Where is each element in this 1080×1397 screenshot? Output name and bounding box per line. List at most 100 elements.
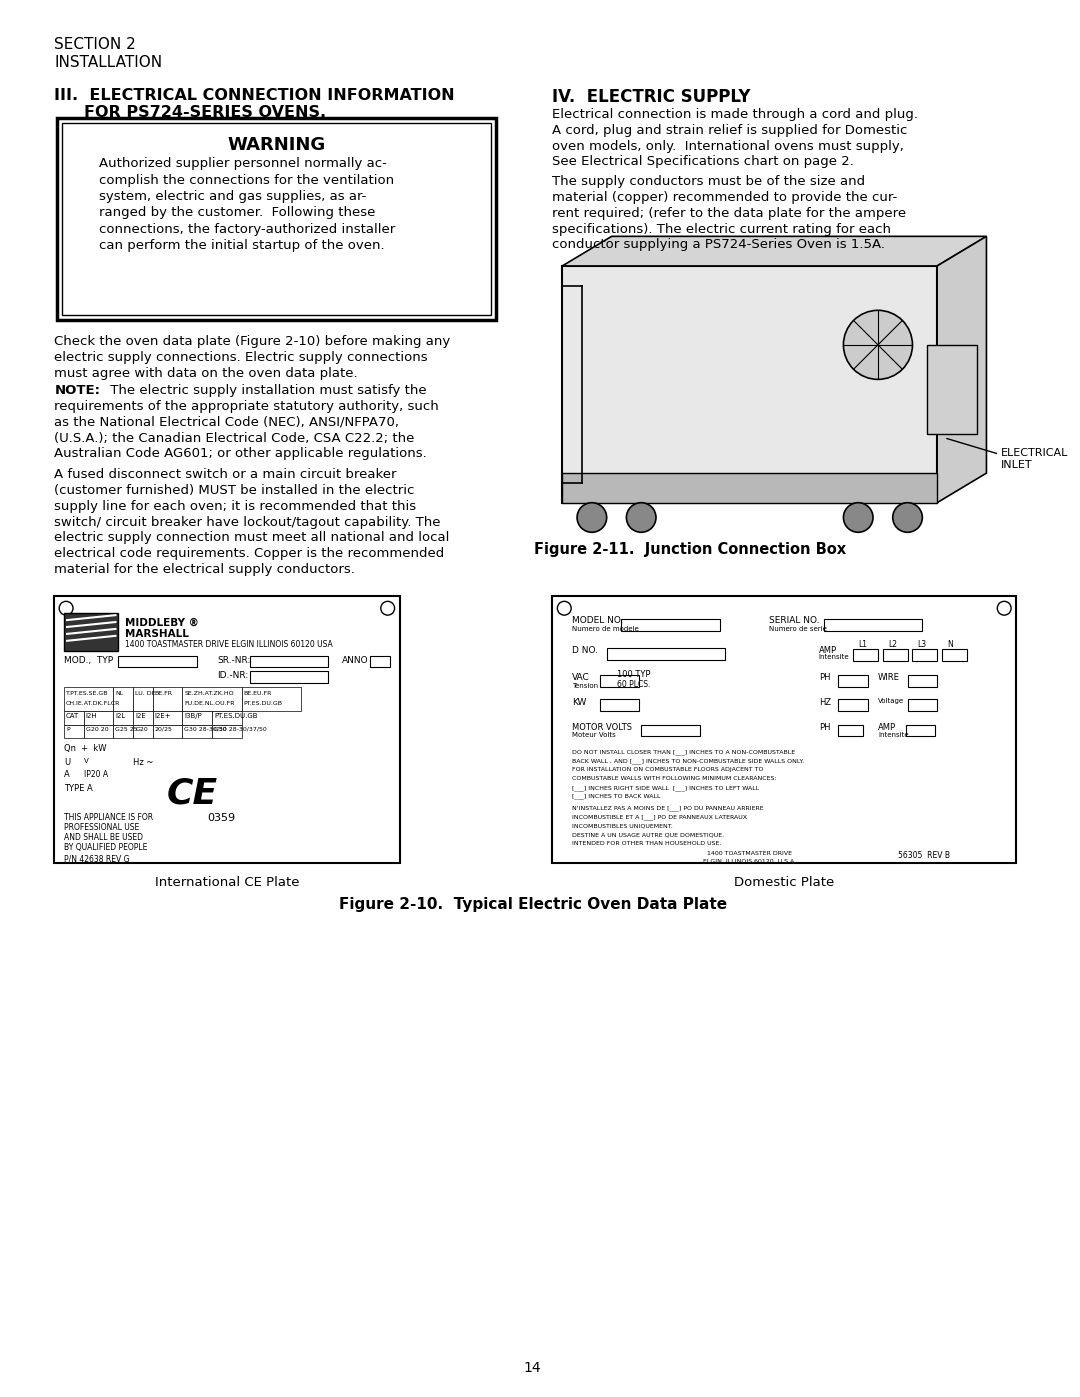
Text: Numero de serie: Numero de serie bbox=[769, 626, 827, 631]
Text: supply line for each oven; it is recommended that this: supply line for each oven; it is recomme… bbox=[54, 500, 417, 513]
Bar bbox=[563, 474, 937, 503]
Bar bbox=[57, 117, 496, 320]
Text: BE.EU.FR: BE.EU.FR bbox=[244, 692, 272, 696]
Text: G20 20: G20 20 bbox=[85, 726, 108, 732]
Bar bbox=[153, 687, 183, 711]
Text: Voltage: Voltage bbox=[878, 698, 904, 704]
Text: G20: G20 bbox=[135, 726, 148, 732]
Text: P/N 42638 REV G: P/N 42638 REV G bbox=[64, 855, 130, 863]
Text: ID.-NR:: ID.-NR: bbox=[217, 672, 248, 680]
Circle shape bbox=[997, 601, 1011, 615]
Text: INTENDED FOR OTHER THAN HOUSEHOLD USE.: INTENDED FOR OTHER THAN HOUSEHOLD USE. bbox=[572, 841, 721, 847]
Text: MARSHALL: MARSHALL bbox=[125, 629, 189, 638]
Bar bbox=[84, 711, 113, 725]
Text: Tension: Tension bbox=[572, 683, 598, 689]
Text: IP20 A: IP20 A bbox=[84, 770, 108, 780]
Text: A cord, plug and strain relief is supplied for Domestic: A cord, plug and strain relief is suppli… bbox=[552, 124, 908, 137]
Text: DO NOT INSTALL CLOSER THAN [___] INCHES TO A NON-COMBUSTABLE: DO NOT INSTALL CLOSER THAN [___] INCHES … bbox=[572, 749, 795, 754]
Text: PROFESSIONAL USE: PROFESSIONAL USE bbox=[64, 823, 139, 833]
Text: SE.ZH.AT.ZK.HO: SE.ZH.AT.ZK.HO bbox=[185, 692, 234, 696]
Text: AMP: AMP bbox=[878, 722, 896, 732]
Text: THIS APPLIANCE IS FOR: THIS APPLIANCE IS FOR bbox=[64, 813, 153, 823]
Text: electric supply connection must meet all national and local: electric supply connection must meet all… bbox=[54, 531, 449, 545]
Text: Domestic Plate: Domestic Plate bbox=[734, 876, 835, 888]
Circle shape bbox=[626, 503, 656, 532]
Text: PT.ES.DU.GB: PT.ES.DU.GB bbox=[214, 712, 257, 719]
Bar bbox=[907, 698, 937, 711]
Bar bbox=[599, 698, 639, 711]
Text: TYPE A: TYPE A bbox=[64, 784, 93, 793]
Text: KW: KW bbox=[572, 698, 586, 707]
Text: INCOMBUSTIBLES UNIQUEMENT.: INCOMBUSTIBLES UNIQUEMENT. bbox=[572, 823, 673, 828]
Polygon shape bbox=[563, 236, 986, 265]
Text: L3: L3 bbox=[917, 640, 927, 648]
Bar bbox=[942, 648, 967, 661]
Text: DESTINE A UN USAGE AUTRE QUE DOMESTIQUE.: DESTINE A UN USAGE AUTRE QUE DOMESTIQUE. bbox=[572, 833, 725, 837]
Text: VAC: VAC bbox=[572, 673, 590, 682]
Text: L1: L1 bbox=[859, 640, 867, 648]
Circle shape bbox=[381, 601, 394, 615]
Bar bbox=[54, 597, 400, 863]
Text: specifications). The electric current rating for each: specifications). The electric current ra… bbox=[552, 222, 891, 236]
Bar bbox=[133, 711, 153, 725]
Text: connections, the factory-authorized installer: connections, the factory-authorized inst… bbox=[98, 222, 395, 236]
Bar bbox=[552, 597, 1016, 863]
Text: MODEL NO.: MODEL NO. bbox=[572, 616, 623, 624]
Text: Qn  +  kW: Qn + kW bbox=[64, 745, 107, 753]
Text: 20/25: 20/25 bbox=[154, 726, 173, 732]
Circle shape bbox=[843, 310, 913, 380]
Bar bbox=[838, 675, 868, 687]
Bar bbox=[242, 687, 301, 711]
Text: 1400 TOASTMASTER DRIVE ELGIN ILLINOIS 60120 USA: 1400 TOASTMASTER DRIVE ELGIN ILLINOIS 60… bbox=[125, 640, 333, 648]
Text: III.  ELECTRICAL CONNECTION INFORMATION: III. ELECTRICAL CONNECTION INFORMATION bbox=[54, 88, 455, 103]
Bar bbox=[249, 672, 328, 683]
Text: electric supply connections. Electric supply connections: electric supply connections. Electric su… bbox=[54, 351, 428, 363]
Text: A: A bbox=[64, 770, 70, 780]
Text: U: U bbox=[64, 759, 70, 767]
Text: SR.-NR:: SR.-NR: bbox=[217, 655, 251, 665]
Bar bbox=[249, 655, 328, 668]
Text: AND SHALL BE USED: AND SHALL BE USED bbox=[64, 833, 144, 842]
Bar bbox=[370, 655, 390, 668]
Text: FOR INSTALLATION ON COMBUSTABLE FLOORS ADJACENT TO: FOR INSTALLATION ON COMBUSTABLE FLOORS A… bbox=[572, 767, 764, 773]
Circle shape bbox=[59, 601, 73, 615]
Text: MIDDLEBY ®: MIDDLEBY ® bbox=[125, 617, 199, 629]
Text: COMBUSTABLE WALLS WITH FOLLOWING MINIMUM CLEARANCES:: COMBUSTABLE WALLS WITH FOLLOWING MINIMUM… bbox=[572, 775, 777, 781]
Bar bbox=[607, 648, 725, 659]
Text: 0359: 0359 bbox=[207, 813, 235, 823]
Bar bbox=[183, 725, 212, 739]
Text: G30 28-30/37/50: G30 28-30/37/50 bbox=[214, 726, 267, 732]
Text: (customer furnished) MUST be installed in the electric: (customer furnished) MUST be installed i… bbox=[54, 483, 415, 497]
Text: must agree with data on the oven data plate.: must agree with data on the oven data pl… bbox=[54, 366, 357, 380]
Text: can perform the initial startup of the oven.: can perform the initial startup of the o… bbox=[98, 239, 384, 251]
Text: BE.FR: BE.FR bbox=[154, 692, 173, 696]
Text: Intensite: Intensite bbox=[819, 654, 849, 659]
Text: I2H: I2H bbox=[85, 712, 97, 719]
Text: Authorized supplier personnel normally ac-: Authorized supplier personnel normally a… bbox=[98, 158, 387, 170]
Text: ELECTRICAL
INLET: ELECTRICAL INLET bbox=[1001, 448, 1068, 469]
Text: PH: PH bbox=[819, 673, 831, 682]
Text: I2L: I2L bbox=[116, 712, 125, 719]
Bar bbox=[84, 725, 113, 739]
Bar bbox=[64, 725, 84, 739]
Bar bbox=[64, 687, 113, 711]
Text: ranged by the customer.  Following these: ranged by the customer. Following these bbox=[98, 207, 375, 219]
Text: I2E: I2E bbox=[135, 712, 146, 719]
Text: AMP: AMP bbox=[819, 645, 837, 655]
Text: G30 28-30/50: G30 28-30/50 bbox=[185, 726, 227, 732]
Bar bbox=[642, 725, 701, 736]
Text: A fused disconnect switch or a main circuit breaker: A fused disconnect switch or a main circ… bbox=[54, 468, 396, 481]
Text: Figure 2-10.  Typical Electric Oven Data Plate: Figure 2-10. Typical Electric Oven Data … bbox=[339, 897, 727, 912]
Text: Check the oven data plate (Figure 2-10) before making any: Check the oven data plate (Figure 2-10) … bbox=[54, 335, 450, 348]
Bar bbox=[183, 687, 242, 711]
Text: SECTION 2: SECTION 2 bbox=[54, 38, 136, 52]
Bar bbox=[838, 725, 863, 736]
Text: HZ: HZ bbox=[819, 698, 831, 707]
Text: LU. DE: LU. DE bbox=[135, 692, 156, 696]
Text: L2: L2 bbox=[888, 640, 896, 648]
Text: NL: NL bbox=[116, 692, 124, 696]
Text: IV.  ELECTRIC SUPPLY: IV. ELECTRIC SUPPLY bbox=[552, 88, 751, 106]
Text: 56305  REV B: 56305 REV B bbox=[897, 851, 949, 861]
Text: ELGIN, ILLINOIS 60120, U.S.A.: ELGIN, ILLINOIS 60120, U.S.A. bbox=[703, 859, 796, 863]
Text: P: P bbox=[66, 726, 70, 732]
